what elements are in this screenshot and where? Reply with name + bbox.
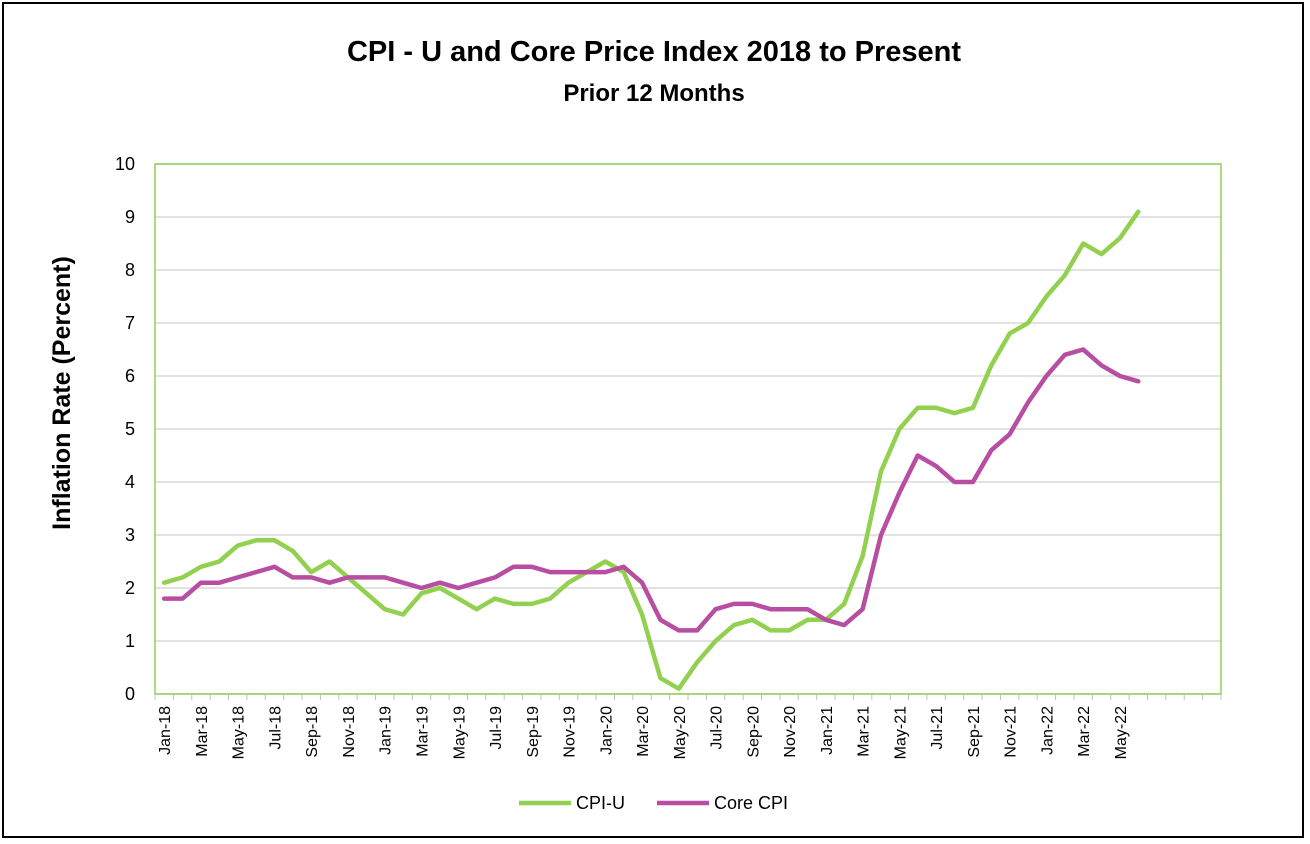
x-tick-label: Nov-19	[562, 706, 579, 758]
x-tick-label: Jul-18	[267, 706, 284, 750]
chart-title: CPI - U and Core Price Index 2018 to Pre…	[347, 36, 961, 68]
y-axis-label: Inflation Rate (Percent)	[48, 256, 76, 530]
y-tick-label: 8	[125, 260, 135, 280]
x-tick-label: Jul-19	[488, 706, 505, 750]
x-tick-label: May-19	[451, 706, 468, 759]
x-axis-ticks: Jan-18 Mar-18 May-18 Jul-18 Sep-18 Nov-18 Jan-…	[154, 694, 1222, 759]
x-tick-label: Jan-22	[1039, 706, 1056, 755]
y-tick-label: 0	[125, 684, 135, 704]
x-tick-label: May-21	[892, 706, 909, 759]
x-tick-label: Nov-18	[341, 706, 358, 758]
x-tick-label: Sep-18	[304, 706, 321, 758]
legend-label: CPI-U	[576, 793, 625, 813]
x-tick-label: Jan-19	[378, 706, 395, 755]
y-tick-label: 10	[115, 154, 135, 174]
chart-subtitle: Prior 12 Months	[563, 80, 744, 107]
y-tick-label: 1	[125, 631, 135, 651]
x-tick-label: May-18	[231, 706, 248, 759]
x-tick-label: Sep-21	[966, 706, 983, 758]
x-tick-label: Jan-21	[819, 706, 836, 755]
x-tick-label: Mar-18	[194, 706, 211, 757]
x-tick-label: Mar-20	[635, 706, 652, 757]
series-lines	[161, 209, 1141, 691]
x-tick-label: May-20	[672, 706, 689, 759]
legend-label: Core CPI	[714, 793, 788, 813]
y-tick-label: 7	[125, 313, 135, 333]
cpi-u-line	[161, 209, 1141, 691]
x-tick-label: Sep-19	[525, 706, 542, 758]
x-tick-label: May-22	[1113, 706, 1130, 759]
x-tick-label: Jul-20	[709, 706, 726, 750]
y-tick-label: 5	[125, 419, 135, 439]
gridlines	[154, 163, 1222, 695]
x-tick-label: Jul-21	[929, 706, 946, 750]
x-tick-label: Sep-20	[745, 706, 762, 758]
y-axis-ticks: 0 1 2 3 4 5 6 7 8 9 10	[115, 154, 135, 704]
x-tick-label: Nov-20	[782, 706, 799, 758]
y-tick-label: 2	[125, 578, 135, 598]
y-tick-label: 4	[125, 472, 135, 492]
x-tick-label: Jan-20	[598, 706, 615, 755]
x-tick-label: Jan-18	[157, 706, 174, 755]
x-tick-label: Mar-21	[856, 706, 873, 757]
y-tick-label: 6	[125, 366, 135, 386]
y-tick-label: 3	[125, 525, 135, 545]
y-tick-label: 9	[125, 207, 135, 227]
x-tick-label: Mar-19	[415, 706, 432, 757]
legend: CPI-U Core CPI	[519, 793, 788, 813]
core-cpi-line	[161, 347, 1141, 633]
x-tick-label: Nov-21	[1003, 706, 1020, 758]
x-tick-label: Mar-22	[1076, 706, 1093, 757]
